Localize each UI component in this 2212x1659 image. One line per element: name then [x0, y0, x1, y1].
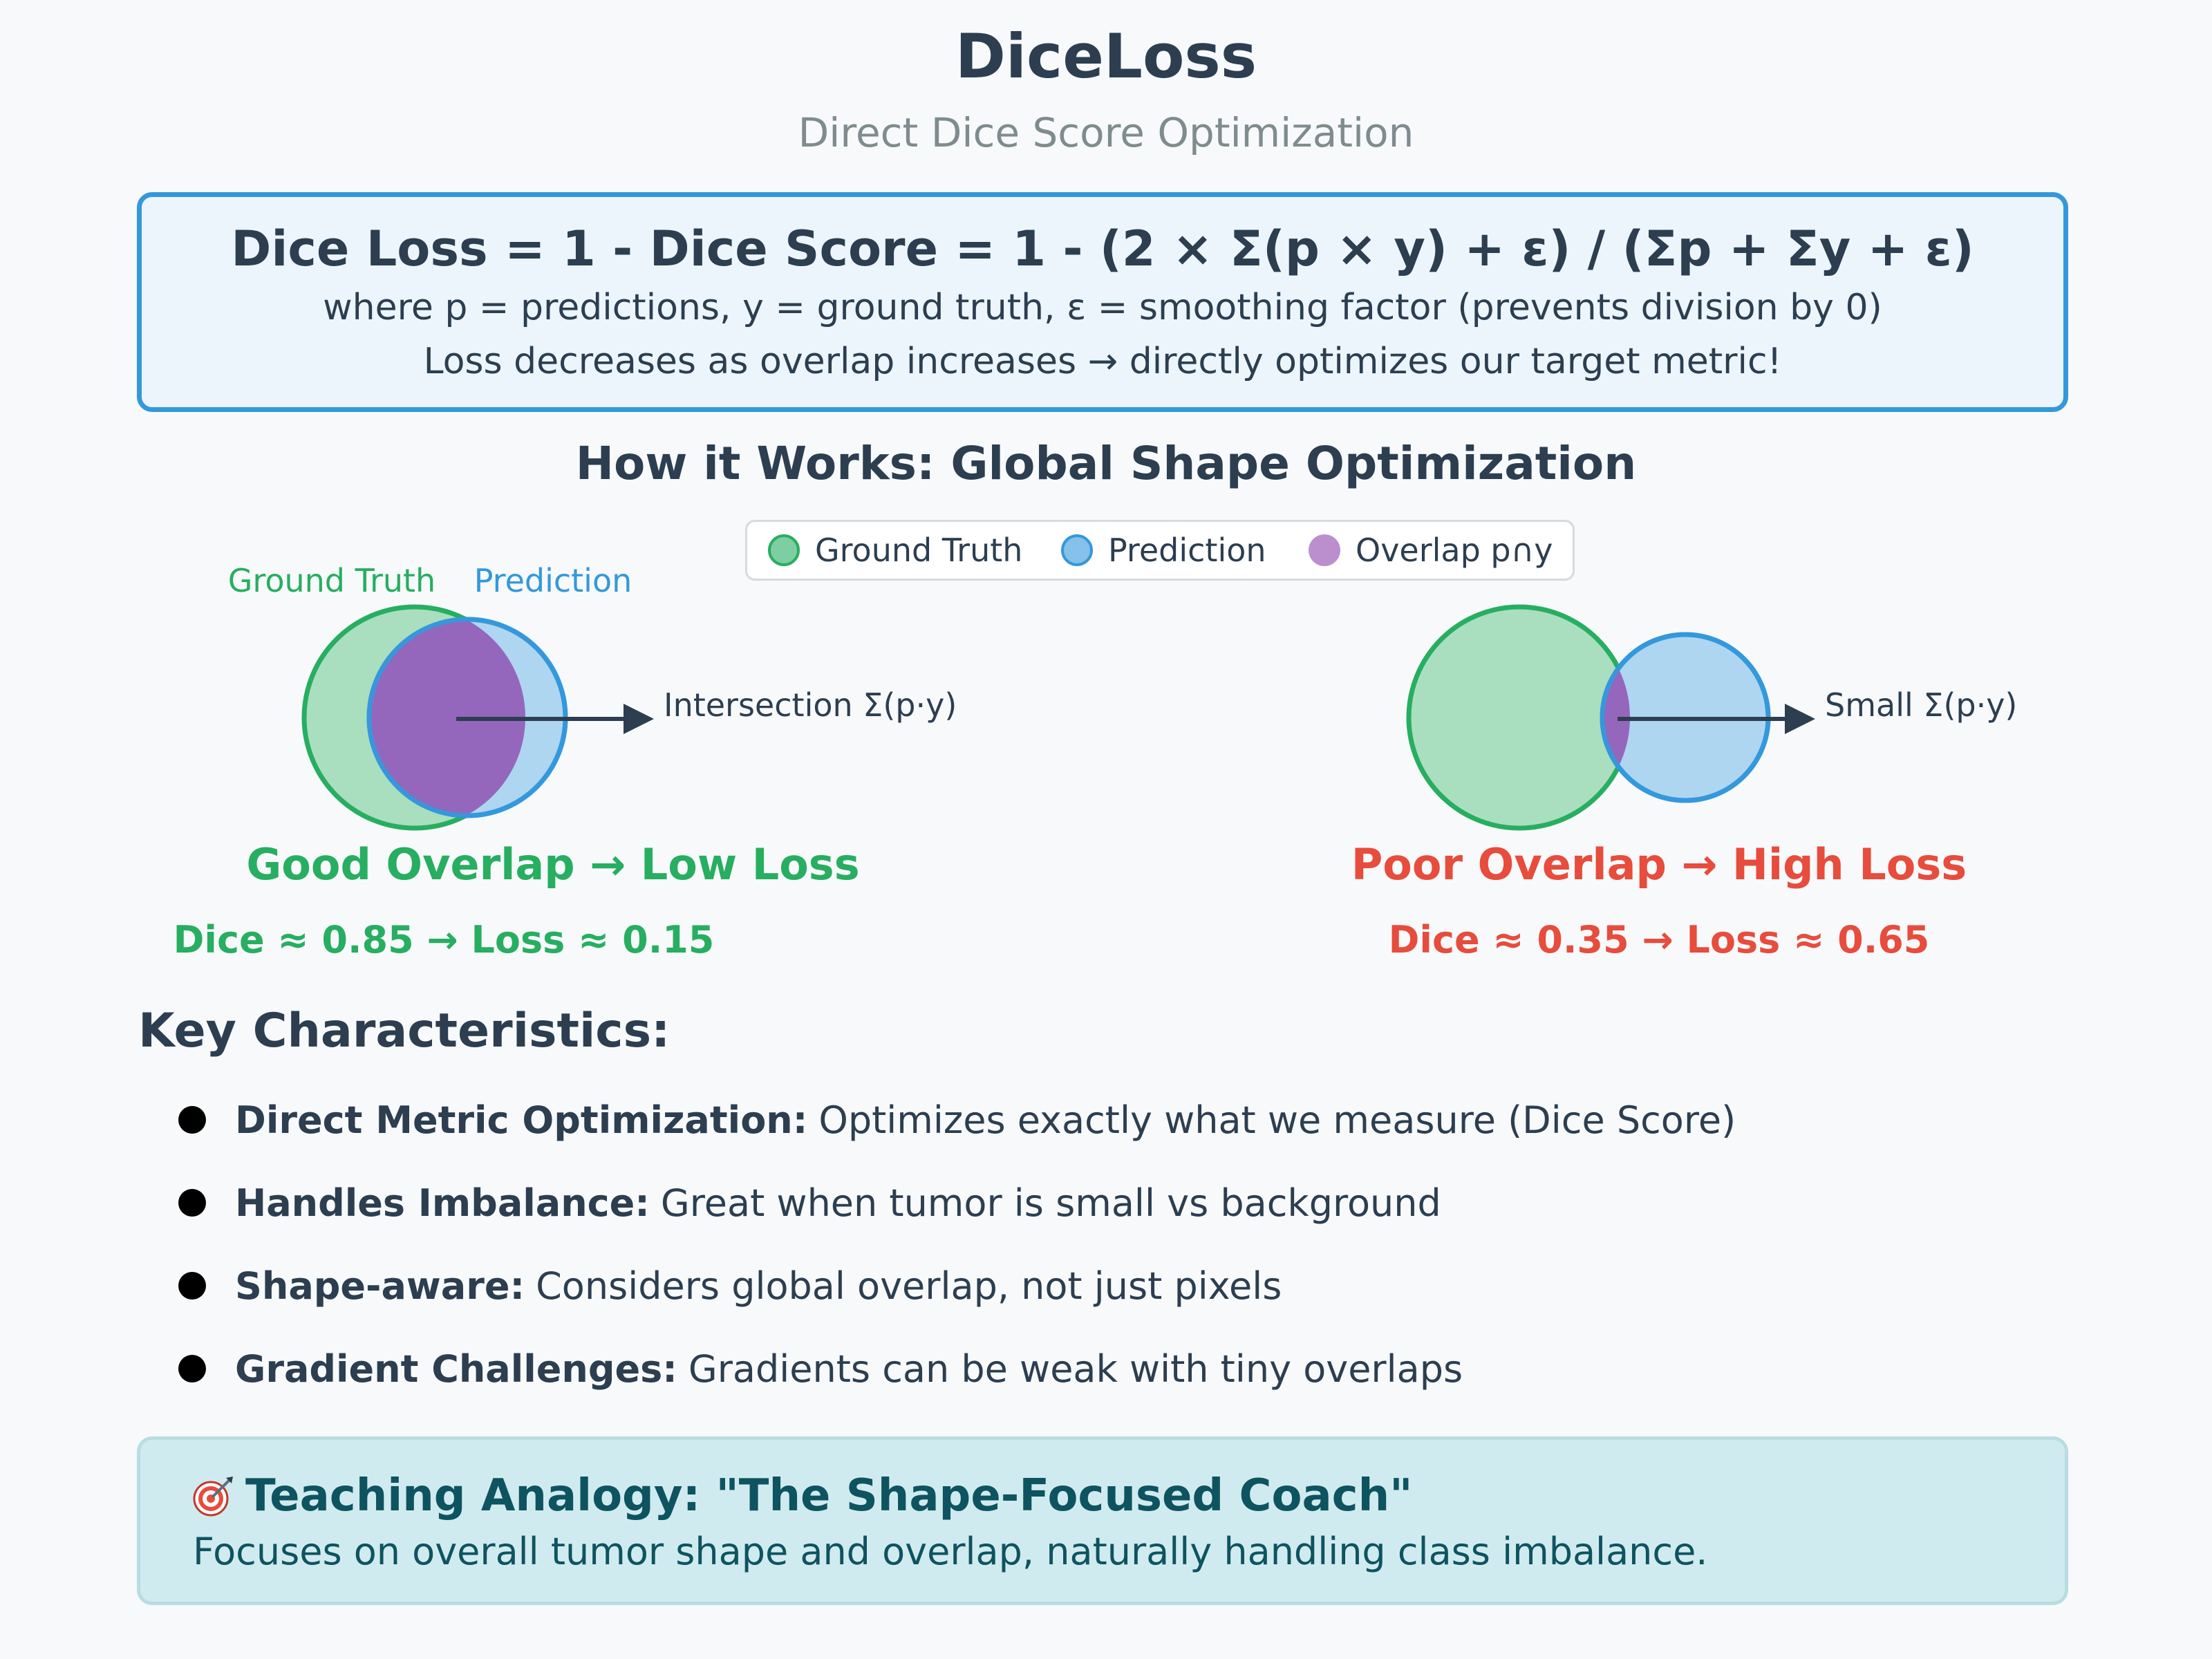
analogy-title: Teaching Analogy: "The Shape-Focused Coa… — [245, 1470, 1413, 1521]
analogy-title-row: Teaching Analogy: "The Shape-Focused Coa… — [191, 1470, 1412, 1521]
legend-label: Ground Truth — [815, 532, 1023, 569]
overlap-region — [369, 619, 525, 816]
legend-item-prediction: Prediction — [1061, 522, 1266, 579]
legend-label: Prediction — [1108, 532, 1266, 569]
bullet-icon — [178, 1272, 206, 1300]
poor-overlap-venn: Small Σ(p·y) Poor Overlap → High Loss Di… — [1351, 604, 2017, 962]
bullet-icon — [178, 1355, 206, 1382]
analogy-text: Focuses on overall tumor shape and overl… — [193, 1530, 1708, 1573]
bullet-icon — [178, 1189, 206, 1217]
item-label: Gradient Challenges: — [235, 1347, 677, 1391]
legend-item-overlap: Overlap p∩y — [1309, 522, 1553, 579]
section-title: How it Works: Global Shape Optimization — [575, 437, 1637, 490]
list-item: Gradient Challenges: Gradients can be we… — [178, 1341, 1463, 1396]
prediction-label: Prediction — [474, 562, 632, 599]
item-text: Gradients can be weak with tiny overlaps — [688, 1347, 1463, 1391]
small-intersection-label: Small Σ(p·y) — [1825, 686, 2017, 724]
arrow-head-icon — [1785, 704, 1815, 734]
poor-overlap-scores: Dice ≈ 0.35 → Loss ≈ 0.65 — [1389, 918, 1930, 962]
key-characteristics-title: Key Characteristics: — [138, 1004, 671, 1058]
formula-box: Dice Loss = 1 - Dice Score = 1 - (2 × Σ(… — [137, 192, 2068, 412]
list-item: Direct Metric Optimization: Optimizes ex… — [178, 1092, 1736, 1147]
prediction-swatch-icon — [1061, 534, 1093, 566]
item-text: Considers global overlap, not just pixel… — [536, 1264, 1282, 1308]
formula-where: where p = predictions, y = ground truth,… — [323, 287, 1882, 328]
item-label: Handles Imbalance: — [235, 1181, 650, 1225]
item-label: Direct Metric Optimization: — [235, 1098, 808, 1142]
item-text: Optimizes exactly what we measure (Dice … — [818, 1098, 1736, 1142]
item-label: Shape-aware: — [235, 1264, 525, 1308]
venn-diagrams: Ground Truth Prediction Intersection Σ(p… — [174, 562, 2018, 962]
intersection-label: Intersection Σ(p·y) — [664, 686, 957, 724]
good-overlap-venn: Ground Truth Prediction Intersection Σ(p… — [174, 562, 957, 962]
legend-item-ground-truth: Ground Truth — [768, 522, 1022, 579]
poor-overlap-heading: Poor Overlap → High Loss — [1351, 839, 1967, 890]
good-overlap-heading: Good Overlap → Low Loss — [246, 839, 859, 890]
page-title: DiceLoss — [955, 21, 1257, 92]
ground-truth-swatch-icon — [768, 534, 800, 566]
ground-truth-circle — [1406, 604, 1633, 831]
arrow-head-icon — [624, 704, 654, 734]
bullet-icon — [178, 1106, 206, 1134]
list-item: Shape-aware: Considers global overlap, n… — [178, 1258, 1282, 1313]
item-text: Great when tumor is small vs background — [660, 1181, 1441, 1225]
target-icon — [193, 1477, 233, 1517]
page-subtitle: Direct Dice Score Optimization — [798, 109, 1414, 156]
overlap-swatch-icon — [1309, 534, 1340, 566]
formula-main: Dice Loss = 1 - Dice Score = 1 - (2 × Σ(… — [231, 221, 1974, 277]
formula-note: Loss decreases as overlap increases → di… — [423, 341, 1782, 382]
legend-label: Overlap p∩y — [1356, 532, 1553, 569]
legend: Ground Truth Prediction Overlap p∩y — [745, 520, 1575, 581]
good-overlap-scores: Dice ≈ 0.85 → Loss ≈ 0.15 — [174, 918, 715, 962]
list-item: Handles Imbalance: Great when tumor is s… — [178, 1175, 1441, 1230]
ground-truth-label: Ground Truth — [228, 562, 435, 599]
analogy-box: Teaching Analogy: "The Shape-Focused Coa… — [137, 1436, 2068, 1605]
